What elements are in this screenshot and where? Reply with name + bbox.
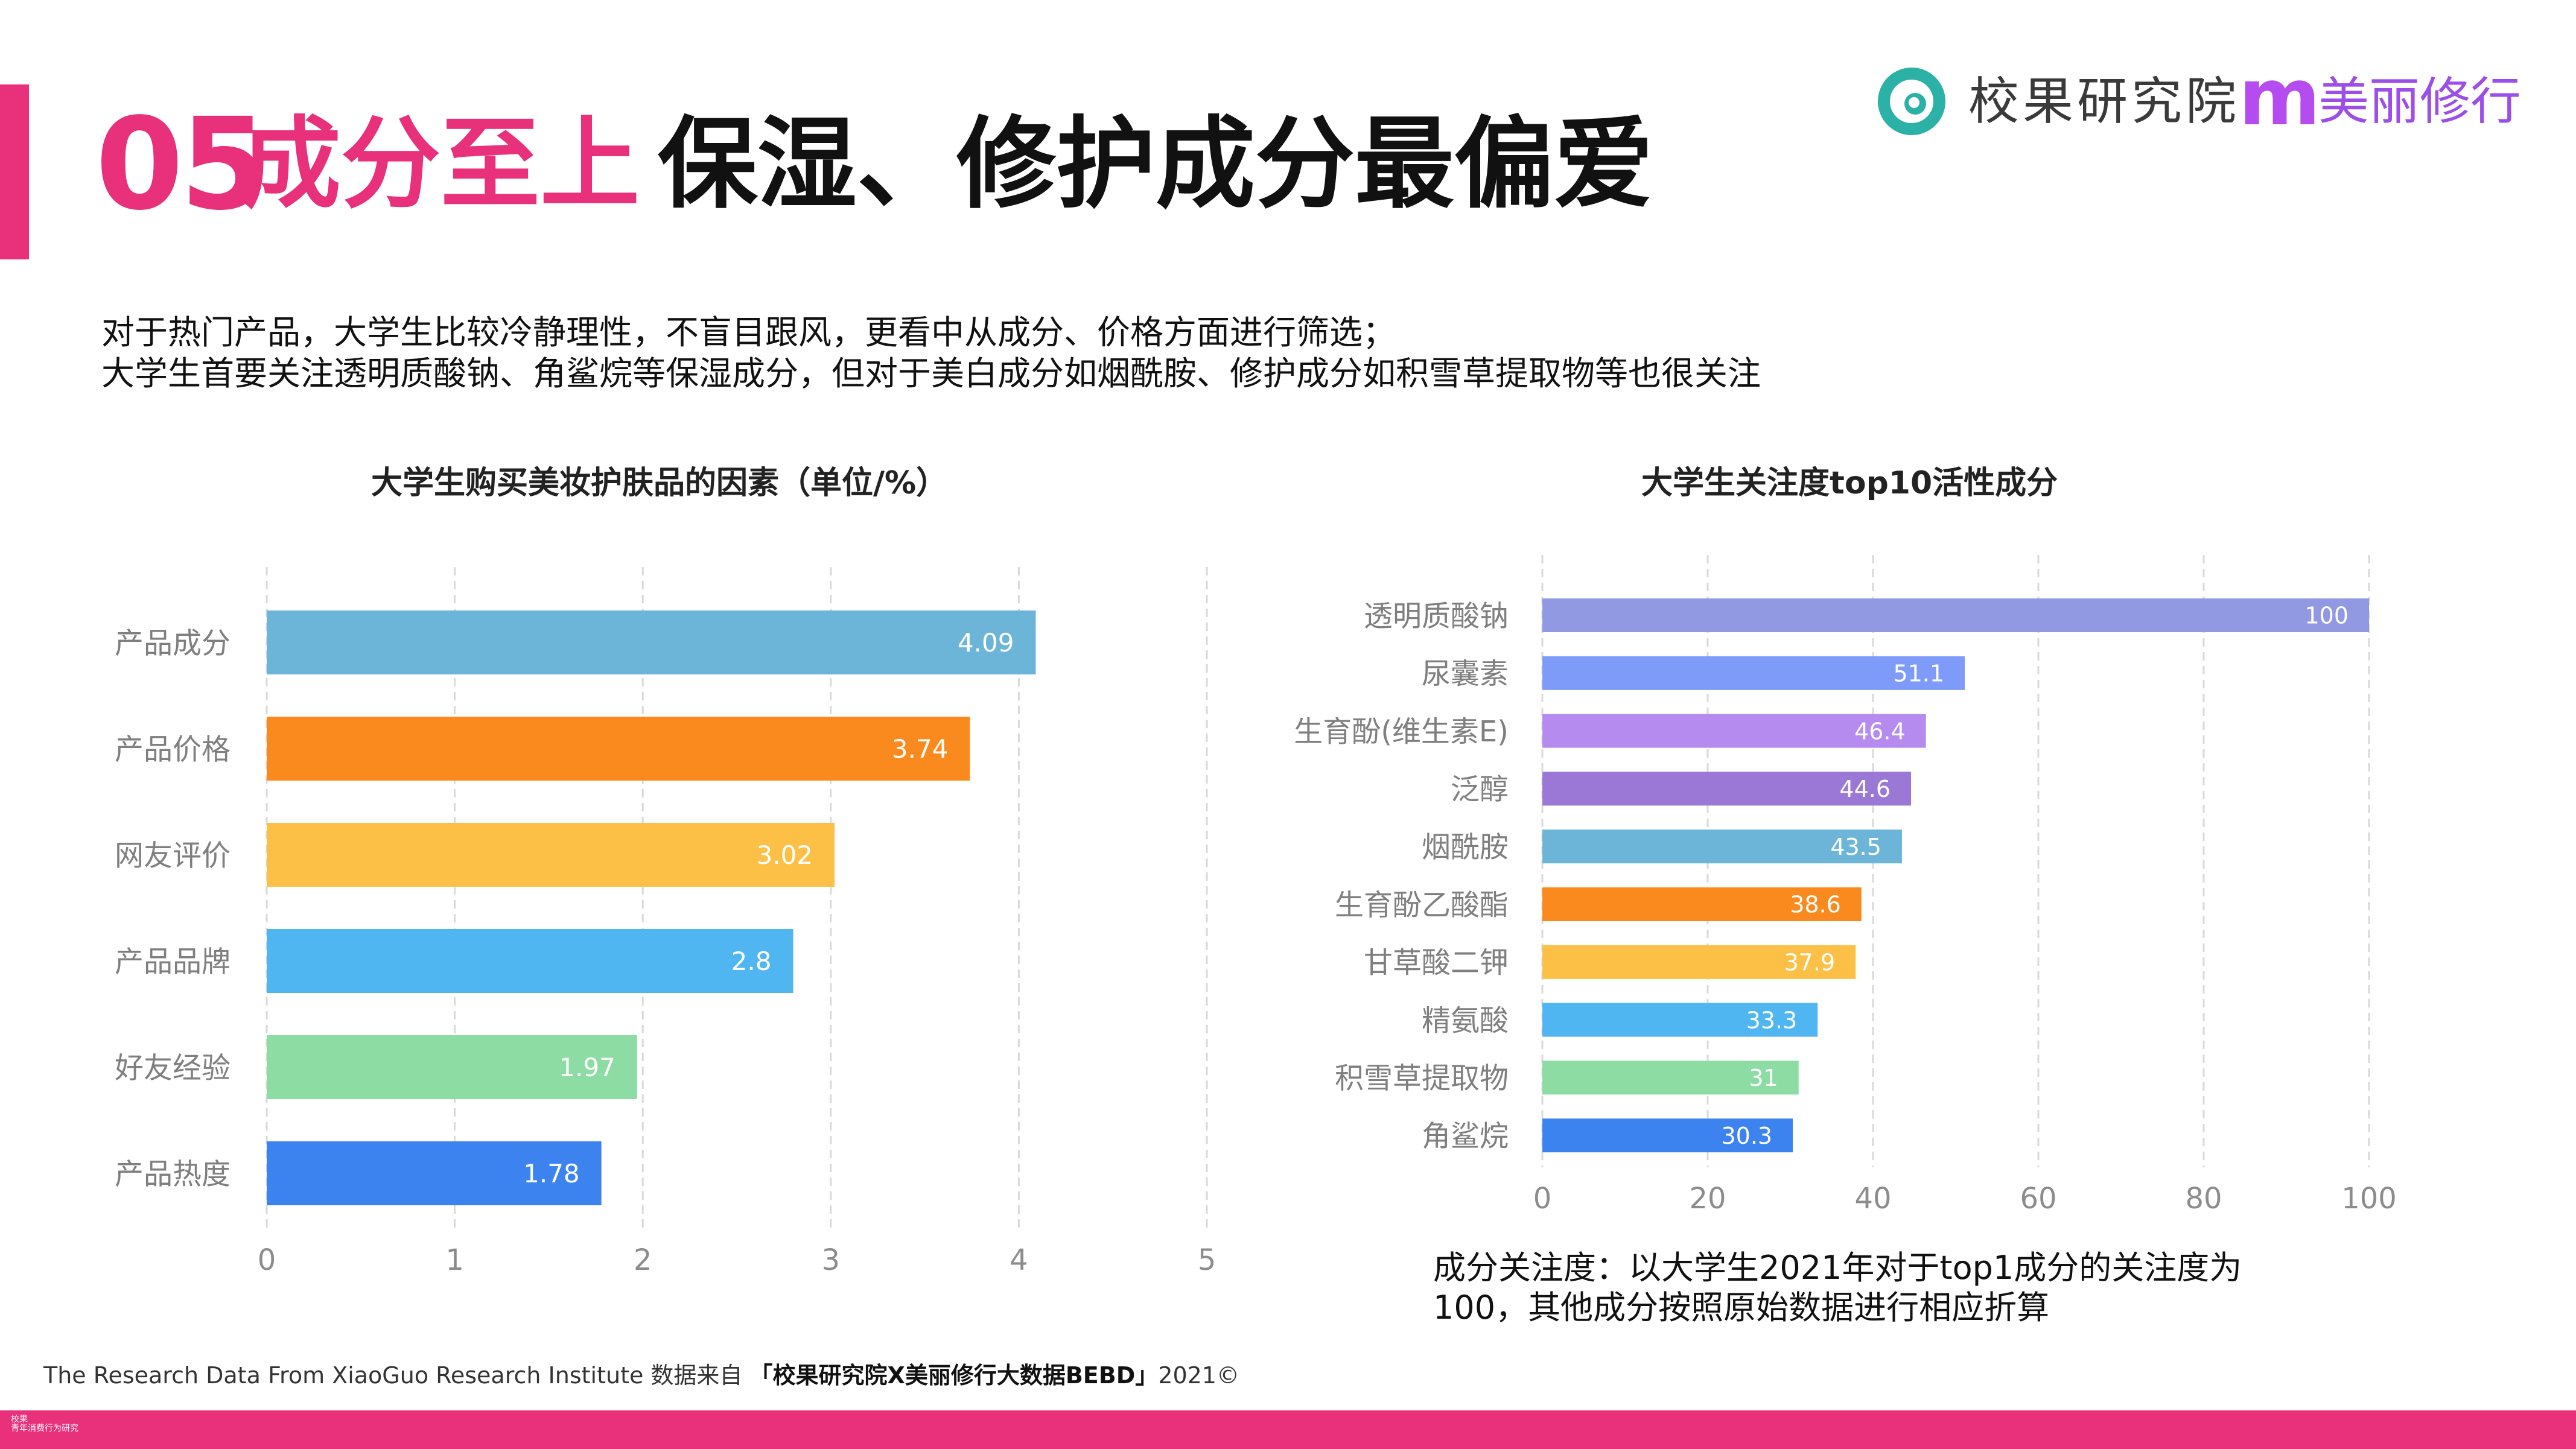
footer-credit-text: The Research Data From XiaoGuo Research …: [43, 1362, 743, 1389]
c2-category-label: 泛醇: [1451, 773, 1509, 807]
c1-bar: [267, 717, 970, 781]
c1-x-tick-label: 1: [445, 1243, 464, 1277]
c2-x-tick-label: 40: [1854, 1182, 1891, 1216]
c1-x-tick-label: 3: [822, 1243, 841, 1277]
c2-bar: [1542, 598, 2369, 632]
chart-2-title: 大学生关注度top10活性成分: [1641, 465, 2058, 501]
bottom-logo: 校果 青年消费行为研究: [11, 1415, 78, 1434]
c1-value-label: 3.74: [892, 734, 949, 764]
top10-ingredients-chart: 0 20 40 60 80 100 透明质酸钠 100 尿囊素 51.1 生育酚(维生素E) 46.4…: [1294, 555, 2397, 1216]
chart-note-line-2: 100，其他成分按照原始数据进行相应折算: [1433, 1289, 2050, 1327]
section-number: 05: [95, 90, 268, 238]
bottom-bar: [0, 1410, 2576, 1449]
c1-bar: [267, 610, 1036, 674]
c2-value-label: 30.3: [1722, 1123, 1773, 1149]
c2-bar: [1542, 1003, 1818, 1037]
c2-bar: [1542, 945, 1856, 979]
c1-x-tick-label: 2: [634, 1243, 652, 1277]
section-keyword: 成分至上: [241, 106, 640, 222]
c1-value-label: 1.97: [559, 1053, 615, 1082]
c1-value-label: 1.78: [523, 1159, 580, 1188]
c2-x-tick-label: 80: [2185, 1182, 2222, 1216]
c2-value-label: 37.9: [1784, 949, 1836, 975]
footer-year: 2021©: [1158, 1362, 1239, 1389]
c2-category-label: 精氨酸: [1422, 1004, 1509, 1038]
accent-bar: [0, 84, 29, 259]
c2-x-tick-label: 20: [1689, 1182, 1726, 1216]
bottom-logo-line-1: 校果: [11, 1415, 28, 1424]
xiaoguo-logo-text: 校果研究院: [1968, 72, 2240, 131]
c2-value-label: 44.6: [1839, 776, 1891, 802]
c1-bar: [267, 823, 835, 887]
c1-value-label: 4.09: [958, 628, 1014, 658]
c1-category-label: 网友评价: [115, 839, 231, 872]
c2-bar: [1542, 656, 1965, 690]
page-title: 保湿、修护成分最偏爱: [658, 106, 1653, 222]
c2-value-label: 43.5: [1830, 834, 1881, 860]
c1-value-label: 2.8: [731, 946, 772, 976]
c2-category-label: 生育酚乙酸酯: [1335, 888, 1509, 922]
c1-category-label: 产品热度: [115, 1157, 231, 1191]
c1-bar: [267, 1035, 637, 1099]
c2-value-label: 100: [2304, 603, 2349, 629]
c1-bar: [267, 929, 793, 993]
c2-value-label: 51.1: [1893, 660, 1944, 686]
c1-bar: [267, 1141, 602, 1205]
meili-logo-mark: m: [2239, 51, 2321, 143]
bottom-logo-line-2: 青年消费行为研究: [11, 1424, 78, 1434]
c1-value-label: 3.02: [757, 840, 813, 870]
purchase-factors-chart: 0 1 2 3 4 5 产品成分 4.09 产品价格 3.74 网友评价 3.02 产品品牌 2.8 好友经…: [115, 567, 1216, 1277]
c1-x-tick-label: 5: [1198, 1243, 1216, 1277]
c2-bar: [1542, 1061, 1799, 1095]
description-line-2: 大学生首要关注透明质酸钠、角鲨烷等保湿成分，但对于美白成分如烟酰胺、修护成分如积…: [101, 354, 1761, 393]
c2-category-label: 积雪草提取物: [1335, 1062, 1509, 1095]
c2-category-label: 尿囊素: [1422, 657, 1509, 691]
c1-category-label: 产品成分: [115, 626, 231, 660]
chart-note-line-1: 成分关注度：以大学生2021年对于top1成分的关注度为: [1433, 1249, 2242, 1287]
c1-category-label: 产品价格: [115, 732, 231, 766]
description-line-1: 对于热门产品，大学生比较冷静理性，不盲目跟风，更看中从成分、价格方面进行筛选；: [101, 313, 1396, 352]
xiaoguo-logo-icon: [1878, 68, 1945, 135]
c2-bar: [1542, 887, 1862, 921]
c2-category-label: 甘草酸二钾: [1364, 946, 1509, 980]
c2-bar: [1542, 829, 1902, 864]
c2-bar: [1542, 714, 1926, 748]
c2-value-label: 46.4: [1854, 718, 1906, 744]
c2-bar: [1542, 772, 1912, 806]
c2-category-label: 透明质酸钠: [1364, 599, 1509, 633]
c2-x-tick-label: 0: [1533, 1182, 1552, 1216]
c2-value-label: 33.3: [1746, 1007, 1798, 1033]
c2-x-tick-label: 60: [2020, 1182, 2056, 1216]
c2-bar: [1542, 1118, 1793, 1153]
c1-x-tick-label: 4: [1010, 1243, 1028, 1277]
c2-value-label: 31: [1749, 1065, 1778, 1091]
c2-x-tick-label: 100: [2341, 1182, 2397, 1216]
chart-1-title: 大学生购买美妆护肤品的因素（单位/%）: [371, 465, 948, 501]
c1-category-label: 好友经验: [115, 1051, 231, 1085]
c2-value-label: 38.6: [1790, 892, 1841, 918]
c2-category-label: 生育酚(维生素E): [1294, 715, 1509, 749]
c1-x-tick-label: 0: [258, 1243, 276, 1277]
c2-category-label: 烟酰胺: [1422, 830, 1509, 864]
meili-logo-text: 美丽修行: [2318, 72, 2522, 131]
c2-category-label: 角鲨烷: [1422, 1119, 1509, 1153]
footer-source: 「校果研究院X美丽修行大数据BEBD」: [749, 1362, 1159, 1389]
c1-category-label: 产品品牌: [115, 945, 231, 978]
footer-credit: The Research Data From XiaoGuo Research …: [43, 1362, 1239, 1390]
